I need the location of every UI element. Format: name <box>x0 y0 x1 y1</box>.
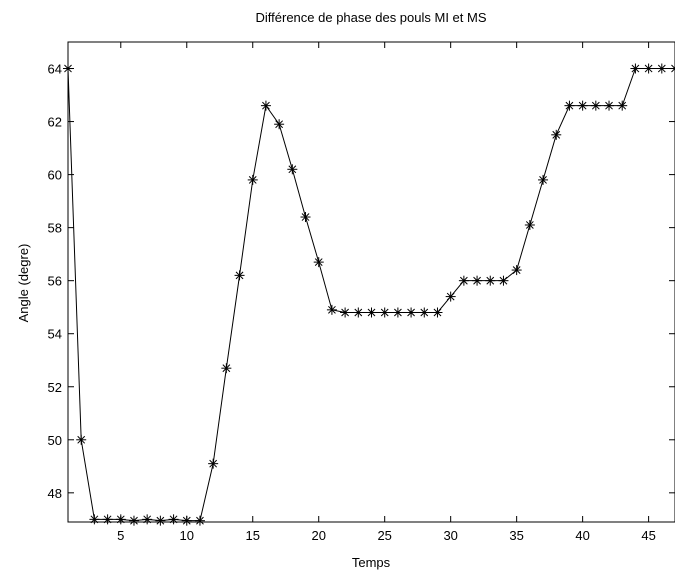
data-point-marker <box>128 515 139 526</box>
data-point-marker <box>538 174 549 185</box>
data-point-marker <box>115 514 126 525</box>
data-point-marker <box>670 63 675 74</box>
data-point-marker <box>208 458 219 469</box>
data-point-marker <box>485 275 496 286</box>
data-point-marker <box>419 307 430 318</box>
y-tick-label: 54 <box>48 327 62 342</box>
data-point-marker <box>617 100 628 111</box>
chart-title: Différence de phase des pouls MI et MS <box>256 10 487 25</box>
y-tick-label: 64 <box>48 62 62 77</box>
data-point-marker <box>194 515 205 526</box>
x-tick-label: 20 <box>311 528 325 543</box>
y-tick-label: 48 <box>48 486 62 501</box>
x-tick-label: 40 <box>575 528 589 543</box>
x-axis-label: Temps <box>352 555 391 570</box>
data-point-marker <box>643 63 654 74</box>
x-tick-label: 10 <box>180 528 194 543</box>
data-point-marker <box>524 219 535 230</box>
x-tick-label: 15 <box>246 528 260 543</box>
data-point-marker <box>89 514 100 525</box>
data-point-marker <box>656 63 667 74</box>
data-point-marker <box>76 434 87 445</box>
data-point-marker <box>590 100 601 111</box>
data-point-marker <box>168 514 179 525</box>
data-point-marker <box>300 212 311 223</box>
data-point-marker <box>221 363 232 374</box>
x-tick-label: 5 <box>117 528 124 543</box>
y-axis-label: Angle (degre) <box>16 244 31 323</box>
data-point-marker <box>472 275 483 286</box>
data-point-marker <box>247 174 258 185</box>
data-point-marker <box>392 307 403 318</box>
data-point-marker <box>313 257 324 268</box>
x-tick-label: 25 <box>377 528 391 543</box>
data-point-marker <box>274 119 285 130</box>
y-tick-label: 58 <box>48 221 62 236</box>
data-point-marker <box>260 100 271 111</box>
data-point-marker <box>604 100 615 111</box>
data-point-marker <box>353 307 364 318</box>
y-tick-label: 50 <box>48 433 62 448</box>
data-point-marker <box>155 515 166 526</box>
data-point-marker <box>340 307 351 318</box>
data-point-marker <box>630 63 641 74</box>
data-point-marker <box>498 275 509 286</box>
data-point-marker <box>63 63 73 74</box>
data-point-marker <box>142 514 153 525</box>
y-tick-label: 62 <box>48 115 62 130</box>
data-point-marker <box>511 265 522 276</box>
x-tick-label: 30 <box>443 528 457 543</box>
plot-area <box>67 41 675 523</box>
data-point-marker <box>181 515 192 526</box>
data-point-marker <box>551 129 562 140</box>
data-point-marker <box>577 100 588 111</box>
data-point-marker <box>458 275 469 286</box>
y-tick-label: 56 <box>48 274 62 289</box>
x-tick-label: 45 <box>641 528 655 543</box>
data-point-marker <box>102 514 113 525</box>
data-point-marker <box>564 100 575 111</box>
y-tick-label: 60 <box>48 168 62 183</box>
data-point-marker <box>432 307 443 318</box>
x-tick-label: 35 <box>509 528 523 543</box>
data-point-marker <box>406 307 417 318</box>
x-axis: 5 10 15 20 25 30 35 40 45 <box>117 42 656 543</box>
data-point-marker <box>326 304 337 315</box>
y-axis: 48 50 52 54 56 58 60 62 64 <box>48 62 675 501</box>
data-point-marker <box>287 164 298 175</box>
data-point-marker <box>366 307 377 318</box>
data-point-marker <box>445 291 456 302</box>
data-point-marker <box>379 307 390 318</box>
data-point-marker <box>234 270 245 281</box>
y-tick-label: 52 <box>48 380 62 395</box>
series-markers <box>63 63 675 526</box>
